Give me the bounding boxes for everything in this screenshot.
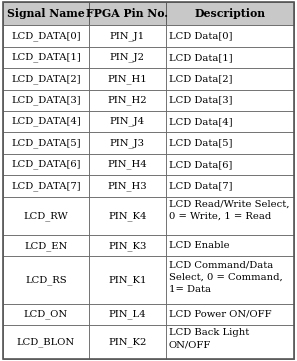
Bar <box>166 256 294 304</box>
Text: LCD_DATA[0]: LCD_DATA[0] <box>11 31 81 41</box>
Bar <box>166 196 294 235</box>
Bar <box>89 325 166 359</box>
Bar <box>3 68 89 90</box>
Text: LCD Data[6]: LCD Data[6] <box>169 160 232 169</box>
Bar <box>89 256 166 304</box>
Text: PIN_J4: PIN_J4 <box>110 117 145 126</box>
Text: PIN_H1: PIN_H1 <box>108 74 147 84</box>
Bar <box>3 154 89 175</box>
Text: LCD Data[2]: LCD Data[2] <box>169 74 233 83</box>
Bar <box>89 68 166 90</box>
Bar <box>3 90 89 111</box>
Bar <box>3 196 89 235</box>
Bar <box>166 2 294 25</box>
Text: LCD_BLON: LCD_BLON <box>17 337 75 347</box>
Bar <box>166 175 294 196</box>
Bar <box>166 154 294 175</box>
Bar <box>89 132 166 154</box>
Bar <box>3 256 89 304</box>
Text: LCD Read/Write Select,
0 = Write, 1 = Read: LCD Read/Write Select, 0 = Write, 1 = Re… <box>169 200 290 221</box>
Bar <box>89 175 166 196</box>
Text: LCD_DATA[5]: LCD_DATA[5] <box>11 138 81 148</box>
Text: PIN_H3: PIN_H3 <box>108 181 147 191</box>
Text: LCD Data[5]: LCD Data[5] <box>169 139 233 148</box>
Bar <box>166 47 294 68</box>
Text: LCD_DATA[3]: LCD_DATA[3] <box>11 95 81 105</box>
Text: PIN_J2: PIN_J2 <box>110 53 145 62</box>
Bar <box>166 132 294 154</box>
Bar <box>3 304 89 325</box>
Bar <box>3 47 89 68</box>
Text: PIN_H4: PIN_H4 <box>108 160 147 169</box>
Text: LCD_RS: LCD_RS <box>25 275 67 285</box>
Text: PIN_J1: PIN_J1 <box>110 31 145 41</box>
Text: LCD Command/Data
Select, 0 = Command,
1= Data: LCD Command/Data Select, 0 = Command, 1=… <box>169 260 283 294</box>
Bar <box>89 90 166 111</box>
Text: LCD Data[0]: LCD Data[0] <box>169 31 233 40</box>
Bar <box>166 68 294 90</box>
Bar <box>3 235 89 256</box>
Text: PIN_J3: PIN_J3 <box>110 138 145 148</box>
Text: PIN_K2: PIN_K2 <box>108 337 147 347</box>
Bar <box>89 304 166 325</box>
Bar <box>166 25 294 47</box>
Bar <box>3 25 89 47</box>
Text: PIN_H2: PIN_H2 <box>108 95 147 105</box>
Text: Signal Name: Signal Name <box>7 8 85 19</box>
Text: LCD Data[4]: LCD Data[4] <box>169 117 233 126</box>
Text: LCD Power ON/OFF: LCD Power ON/OFF <box>169 310 271 319</box>
Bar <box>3 132 89 154</box>
Text: LCD_ON: LCD_ON <box>24 309 68 319</box>
Text: LCD_DATA[6]: LCD_DATA[6] <box>11 160 81 169</box>
Text: PIN_L4: PIN_L4 <box>109 309 146 319</box>
Bar <box>89 47 166 68</box>
Text: LCD_DATA[2]: LCD_DATA[2] <box>11 74 81 84</box>
Text: LCD Data[7]: LCD Data[7] <box>169 181 233 190</box>
Text: PIN_K4: PIN_K4 <box>108 211 147 221</box>
Bar <box>3 2 89 25</box>
Bar <box>166 325 294 359</box>
Bar <box>166 111 294 132</box>
Text: FPGA Pin No.: FPGA Pin No. <box>86 8 168 19</box>
Text: LCD Data[1]: LCD Data[1] <box>169 53 233 62</box>
Bar <box>89 235 166 256</box>
Text: LCD Data[3]: LCD Data[3] <box>169 96 233 105</box>
Bar <box>3 325 89 359</box>
Bar <box>3 175 89 196</box>
Bar <box>89 111 166 132</box>
Bar <box>89 2 166 25</box>
Text: LCD_EN: LCD_EN <box>24 241 67 251</box>
Bar <box>89 25 166 47</box>
Bar <box>166 304 294 325</box>
Text: LCD Back Light
ON/OFF: LCD Back Light ON/OFF <box>169 328 249 349</box>
Text: PIN_K1: PIN_K1 <box>108 275 147 285</box>
Text: LCD_DATA[7]: LCD_DATA[7] <box>11 181 81 191</box>
Text: LCD Enable: LCD Enable <box>169 241 230 250</box>
Text: PIN_K3: PIN_K3 <box>108 241 147 251</box>
Text: LCD_RW: LCD_RW <box>23 211 68 221</box>
Bar <box>166 90 294 111</box>
Text: Description: Description <box>195 8 266 19</box>
Bar <box>166 235 294 256</box>
Bar <box>89 154 166 175</box>
Bar <box>89 196 166 235</box>
Text: LCD_DATA[1]: LCD_DATA[1] <box>11 53 81 62</box>
Bar <box>3 111 89 132</box>
Text: LCD_DATA[4]: LCD_DATA[4] <box>11 117 81 126</box>
